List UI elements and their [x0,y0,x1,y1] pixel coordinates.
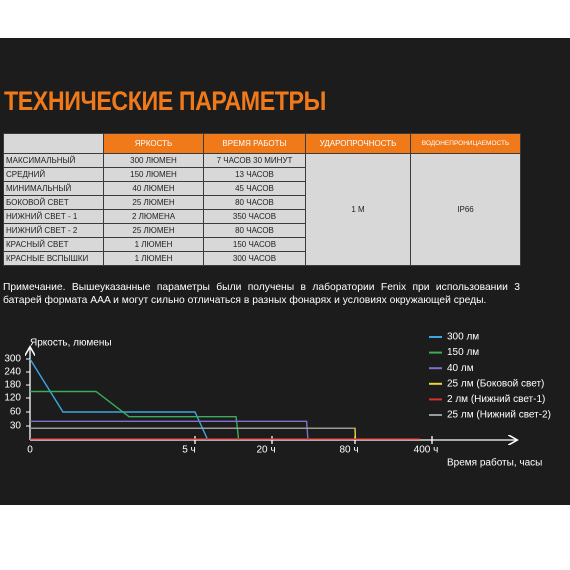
legend-label: 2 лм (Нижний свет-1) [447,394,545,405]
spec-table: ЯРКОСТЬ ВРЕМЯ РАБОТЫ УДАРОПРОЧНОСТЬ ВОДОНЕП… [3,133,521,266]
x-tick-label: 80 ч [339,445,358,456]
table-cell: 1 ЛЮМЕН [103,251,204,266]
note: Примечание. Вышеуказанные параметры были… [3,282,520,306]
table-row: ЯРКОСТЬ ВРЕМЯ РАБОТЫ УДАРОПРОЧНОСТЬ ВОДОНЕП… [3,133,521,154]
table-cell: 300 ЧАСОВ [203,251,306,266]
x-tick-label: 5 ч [182,445,196,456]
legend-label: 25 лм (Боковой свет) [447,378,544,389]
series-line [30,420,309,441]
header-cell: ВОДОНЕПРОНИЦАЕМОСТЬ [410,133,521,154]
y-tick-label: 60 [10,407,22,418]
legend-label: 40 лм [447,363,474,374]
y-tick-label: 240 [4,367,21,378]
y-tick-label: 30 [10,421,22,432]
background [0,38,570,505]
table-row: КРАСНЫЕ ВСПЫШКИ 1 ЛЮМЕН 300 ЧАСОВ [3,251,521,266]
legend-label: 150 лм [447,347,479,358]
table-cell: IP66 [410,153,521,266]
table-cell: 80 ЧАСОВ [203,195,306,210]
y-tick-label: 120 [4,393,21,404]
title: ТЕХНИЧЕСКИЕ ПАРАМЕТРЫ [4,86,326,116]
table-cell: 25 ЛЮМЕН [103,223,204,238]
legend-label: 300 лм [447,332,479,343]
y-tick-label: 180 [4,380,21,391]
table-row: БОКОВОЙ СВЕТ 25 ЛЮМЕН 80 ЧАСОВ [3,195,521,210]
x-tick-label: 400 ч [414,445,439,456]
x-tick-label: 0 [27,445,33,456]
table-cell: МАКСИМАЛЬНЫЙ [3,153,104,168]
table-cell: 25 ЛЮМЕН [103,195,204,210]
table-row: МАКСИМАЛЬНЫЙ 300 ЛЮМЕН 7 ЧАСОВ 30 МИНУТ 1 М… [3,153,521,266]
x-tick-label: 20 ч [256,445,275,456]
series-line [30,390,240,441]
table-row: СРЕДНИЙ 150 ЛЮМЕН 13 ЧАСОВ [3,167,521,182]
table-cell: СРЕДНИЙ [3,167,104,182]
table-cell: МИНИМАЛЬНЫЙ [3,181,104,196]
table-cell: 80 ЧАСОВ [203,223,306,238]
header-cell: ЯРКОСТЬ [103,133,204,154]
table-cell: 7 ЧАСОВ 30 МИНУТ [203,153,306,168]
y-axis-label: Яркость, люмены [30,338,112,349]
table-cell: 13 ЧАСОВ [203,167,306,182]
series-line [29,358,209,441]
table-cell: 45 ЧАСОВ [203,181,306,196]
x-axis-label: Время работы, часы [447,457,542,469]
y-tick-label: 300 [4,354,21,365]
table-cell: КРАСНЫЕ ВСПЫШКИ [3,251,104,266]
legend-label: 25 лм (Нижний свет-2) [447,410,551,421]
table-cell: 1 М [305,153,411,266]
